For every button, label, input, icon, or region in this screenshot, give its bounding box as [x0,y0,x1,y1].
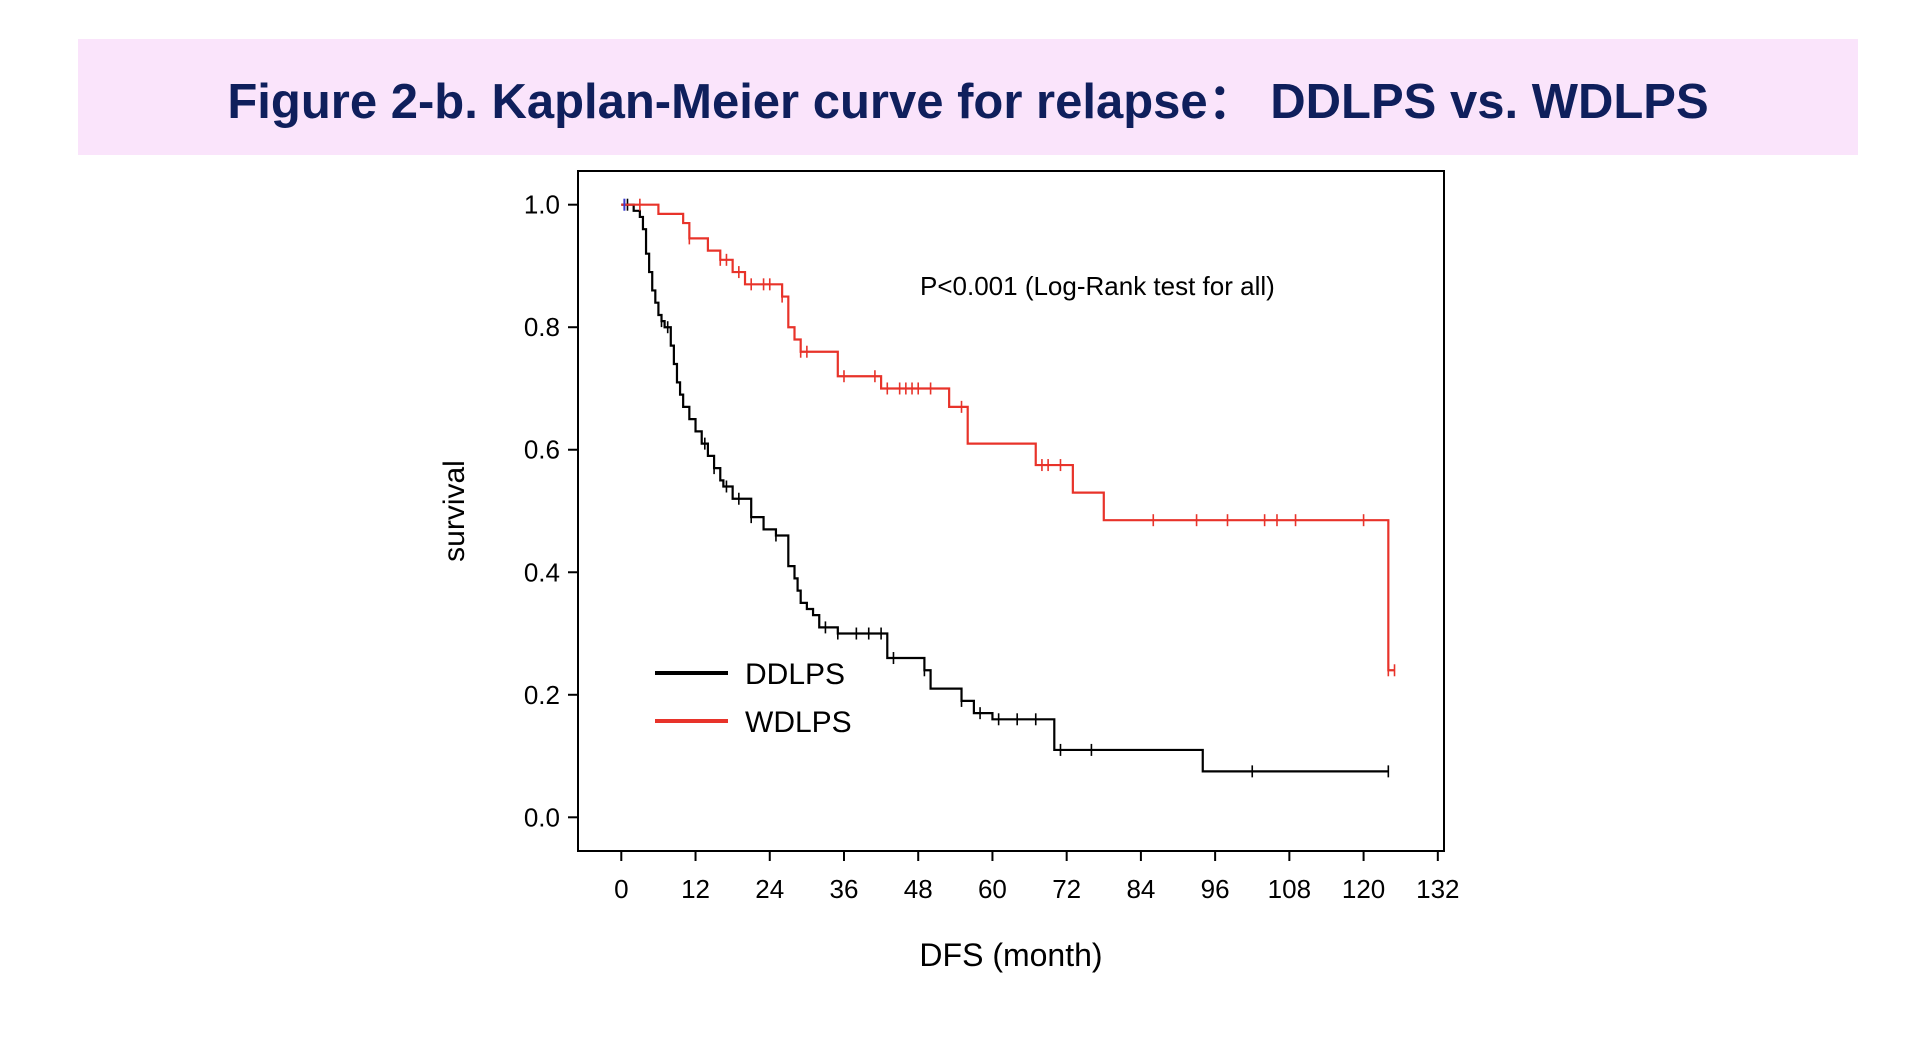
curves [621,198,1396,778]
x-tick-label: 60 [978,874,1007,904]
y-tick-label: 0.6 [524,435,560,465]
x-tick-label: 132 [1416,874,1459,904]
legend-label-wdlps: WDLPS [745,706,852,739]
y-axis-label: survival [438,460,471,562]
y-tick-label: 0.0 [524,802,560,832]
x-tick-label: 84 [1126,874,1155,904]
y-axis: 0.0 0.2 0.4 0.6 0.8 1.0 [524,190,578,832]
y-tick-label: 0.4 [524,557,560,587]
x-tick-label: 12 [681,874,710,904]
y-tick-label: 0.2 [524,680,560,710]
x-tick-label: 96 [1201,874,1230,904]
title-band: Figure 2-b. Kaplan-Meier curve for relap… [78,39,1858,155]
x-tick-label: 36 [830,874,859,904]
plot-frame [577,170,1445,852]
x-tick-label: 72 [1052,874,1081,904]
legend: DDLPS WDLPS [655,658,852,739]
y-tick-label: 1.0 [524,190,560,220]
x-tick-label: 120 [1342,874,1385,904]
legend-label-ddlps: DDLPS [745,658,845,691]
survival-curve-wdlps [621,203,1395,672]
x-tick-label: 108 [1268,874,1311,904]
survival-curve-ddlps [621,203,1389,773]
figure-title: Figure 2-b. Kaplan-Meier curve for relap… [227,74,1709,129]
annotation: P<0.001 (Log-Rank test for all) [920,271,1275,301]
y-tick-label: 0.8 [524,312,560,342]
x-tick-label: 0 [614,874,628,904]
x-axis-label: DFS (month) [919,937,1102,973]
x-tick-label: 48 [904,874,933,904]
x-tick-label: 24 [755,874,784,904]
x-axis: 0 12 24 36 48 60 72 84 96 108 120 132 [614,851,1460,904]
